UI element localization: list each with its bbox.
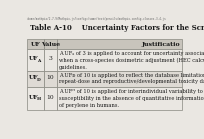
Text: of perylene in humans.: of perylene in humans. <box>59 103 119 108</box>
Bar <box>57 49 182 71</box>
Bar <box>44 71 57 87</box>
Bar <box>27 39 44 49</box>
Bar <box>57 71 182 87</box>
Text: Table A-10    Uncertainty Factors for the Screening Chronic p: Table A-10 Uncertainty Factors for the S… <box>30 24 204 32</box>
Bar <box>44 87 57 110</box>
Text: when a cross-species dosimetric adjustment (HEC calcul: when a cross-species dosimetric adjustme… <box>59 58 204 63</box>
Text: H: H <box>37 97 41 101</box>
Bar <box>27 71 44 87</box>
Text: Justificatio: Justificatio <box>142 42 180 47</box>
Text: guidelines.: guidelines. <box>59 64 88 70</box>
Text: UF: UF <box>31 42 40 47</box>
Bar <box>27 49 44 71</box>
Text: UF: UF <box>29 56 38 61</box>
Text: Value: Value <box>41 42 60 47</box>
Text: susceptibility in the absence of quantitative information t: susceptibility in the absence of quantit… <box>59 96 204 101</box>
Text: 3: 3 <box>49 56 52 61</box>
Text: A UFₐ of 3 is applied to account for uncertainty associa: A UFₐ of 3 is applied to account for unc… <box>59 51 204 56</box>
Text: UF: UF <box>29 95 38 100</box>
Text: D: D <box>37 78 41 82</box>
Bar <box>27 87 44 110</box>
Bar <box>44 49 57 71</box>
Text: 10: 10 <box>47 95 54 100</box>
Text: A: A <box>37 59 40 63</box>
Text: A UFᴅ of 10 is applied to reflect the database limitations: A UFᴅ of 10 is applied to reflect the da… <box>59 73 204 78</box>
Bar <box>57 87 182 110</box>
Text: UF: UF <box>29 75 38 80</box>
Text: A UFᴴ of 10 is applied for interindividual variability to a: A UFᴴ of 10 is applied for interindividu… <box>59 89 204 94</box>
Bar <box>57 39 182 49</box>
Text: /some/mathpix/2.7.9/Mathpix.js?config=/some/text/pencils/mathpix-config-classes.: /some/mathpix/2.7.9/Mathpix.js?config=/s… <box>27 17 167 21</box>
Text: repeat-dose and reproductive/developmental toxicity data: repeat-dose and reproductive/development… <box>59 79 204 84</box>
Text: 10: 10 <box>47 75 54 80</box>
Bar <box>44 39 57 49</box>
